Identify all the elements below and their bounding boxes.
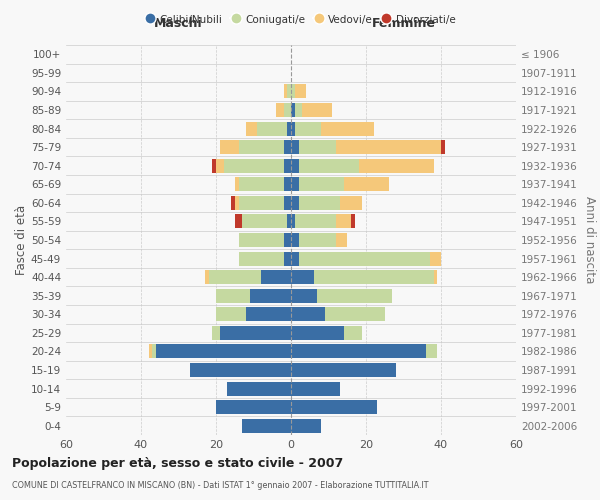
Bar bbox=[291, 122, 295, 136]
Bar bbox=[246, 308, 291, 322]
Bar bbox=[359, 159, 433, 172]
Bar bbox=[156, 344, 291, 358]
Bar bbox=[430, 252, 441, 266]
Bar bbox=[299, 233, 336, 247]
Bar bbox=[291, 159, 299, 172]
Bar bbox=[250, 289, 291, 302]
Bar bbox=[291, 289, 317, 302]
Bar bbox=[299, 159, 359, 172]
Bar bbox=[291, 103, 295, 117]
Bar bbox=[227, 382, 291, 396]
Bar bbox=[295, 214, 336, 228]
Bar bbox=[291, 326, 343, 340]
Bar bbox=[284, 233, 291, 247]
Bar bbox=[291, 363, 396, 377]
Bar bbox=[239, 196, 284, 210]
Bar bbox=[291, 344, 426, 358]
Bar bbox=[284, 140, 291, 154]
Bar bbox=[212, 326, 220, 340]
Bar bbox=[295, 84, 306, 98]
Bar bbox=[216, 159, 223, 172]
Bar bbox=[239, 252, 284, 266]
Text: Femmine: Femmine bbox=[371, 17, 436, 30]
Bar bbox=[152, 344, 156, 358]
Bar bbox=[321, 122, 373, 136]
Bar bbox=[426, 344, 437, 358]
Bar bbox=[433, 270, 437, 284]
Bar bbox=[287, 122, 291, 136]
Bar bbox=[216, 308, 246, 322]
Bar bbox=[242, 419, 291, 432]
Bar bbox=[325, 308, 385, 322]
Bar bbox=[235, 214, 242, 228]
Bar bbox=[220, 326, 291, 340]
Bar bbox=[291, 178, 299, 191]
Bar bbox=[291, 214, 295, 228]
Bar bbox=[284, 159, 291, 172]
Bar bbox=[287, 84, 291, 98]
Bar bbox=[284, 178, 291, 191]
Bar bbox=[284, 252, 291, 266]
Bar bbox=[295, 122, 321, 136]
Bar bbox=[242, 214, 287, 228]
Bar bbox=[190, 363, 291, 377]
Bar bbox=[295, 103, 302, 117]
Bar bbox=[441, 140, 445, 154]
Bar bbox=[299, 252, 430, 266]
Bar bbox=[291, 308, 325, 322]
Bar bbox=[209, 270, 261, 284]
Bar bbox=[239, 140, 284, 154]
Y-axis label: Anni di nascita: Anni di nascita bbox=[583, 196, 596, 284]
Bar bbox=[261, 270, 291, 284]
Bar bbox=[317, 289, 392, 302]
Bar bbox=[284, 84, 287, 98]
Bar bbox=[235, 196, 239, 210]
Bar bbox=[351, 214, 355, 228]
Bar bbox=[299, 178, 343, 191]
Bar bbox=[220, 140, 239, 154]
Text: Popolazione per età, sesso e stato civile - 2007: Popolazione per età, sesso e stato civil… bbox=[12, 458, 343, 470]
Bar bbox=[216, 400, 291, 414]
Bar bbox=[205, 270, 209, 284]
Bar bbox=[246, 122, 257, 136]
Bar bbox=[302, 103, 332, 117]
Bar bbox=[291, 252, 299, 266]
Bar bbox=[314, 270, 433, 284]
Bar bbox=[291, 84, 295, 98]
Bar bbox=[149, 344, 152, 358]
Bar bbox=[343, 326, 362, 340]
Bar bbox=[291, 382, 340, 396]
Bar bbox=[299, 196, 340, 210]
Text: COMUNE DI CASTELFRANCO IN MISCANO (BN) - Dati ISTAT 1° gennaio 2007 - Elaborazio: COMUNE DI CASTELFRANCO IN MISCANO (BN) -… bbox=[12, 481, 428, 490]
Bar bbox=[231, 196, 235, 210]
Bar bbox=[212, 159, 216, 172]
Bar bbox=[291, 140, 299, 154]
Bar bbox=[257, 122, 287, 136]
Bar bbox=[299, 140, 336, 154]
Bar bbox=[239, 178, 284, 191]
Bar bbox=[340, 196, 362, 210]
Bar bbox=[291, 400, 377, 414]
Y-axis label: Fasce di età: Fasce di età bbox=[15, 205, 28, 275]
Text: Maschi: Maschi bbox=[154, 17, 203, 30]
Bar bbox=[336, 214, 351, 228]
Bar bbox=[336, 140, 441, 154]
Bar bbox=[276, 103, 284, 117]
Bar bbox=[223, 159, 284, 172]
Bar bbox=[284, 196, 291, 210]
Bar bbox=[287, 214, 291, 228]
Bar bbox=[291, 233, 299, 247]
Bar bbox=[216, 289, 250, 302]
Bar bbox=[343, 178, 389, 191]
Bar bbox=[284, 103, 291, 117]
Bar bbox=[291, 270, 314, 284]
Legend: Celibi/Nubili, Coniugati/e, Vedovi/e, Divorziati/e: Celibi/Nubili, Coniugati/e, Vedovi/e, Di… bbox=[140, 10, 460, 29]
Bar bbox=[291, 196, 299, 210]
Bar bbox=[235, 178, 239, 191]
Bar bbox=[336, 233, 347, 247]
Bar bbox=[291, 419, 321, 432]
Bar bbox=[239, 233, 284, 247]
